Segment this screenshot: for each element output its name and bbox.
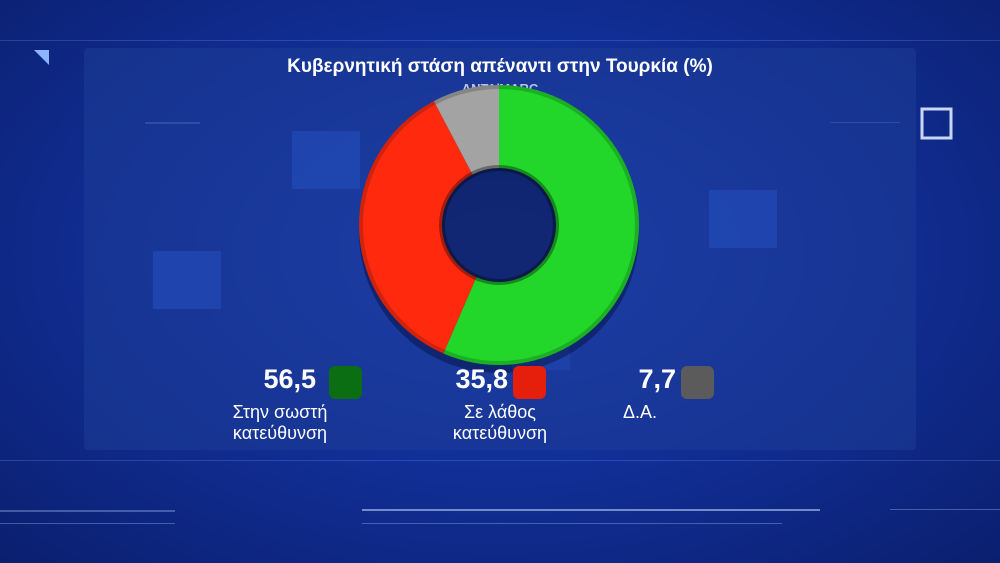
donut-slice	[358, 101, 477, 354]
background-line	[362, 523, 782, 524]
square-outline-icon	[920, 107, 953, 140]
legend-swatch	[681, 366, 714, 399]
background-line	[0, 460, 1000, 461]
value-label: 7,7	[638, 364, 676, 394]
background-line	[362, 509, 820, 511]
donut-slice	[433, 85, 499, 175]
legend-swatch	[513, 366, 546, 399]
category-label: Σε λάθος κατεύθυνση	[452, 402, 548, 443]
donut-hole-edge	[439, 165, 559, 285]
chart-title: Κυβερνητική στάση απέναντι στην Τουρκία …	[287, 56, 713, 77]
legend-swatch	[329, 366, 362, 399]
category-label: Στην σωστή κατεύθυνση	[232, 402, 328, 443]
value-label: 56,5	[263, 364, 316, 394]
background-line	[890, 509, 1000, 510]
value-label: 35,8	[455, 364, 508, 394]
background-line	[0, 523, 175, 524]
donut-rim	[359, 85, 639, 365]
background-line	[0, 40, 1000, 41]
donut-slice	[443, 85, 640, 365]
corner-arrow-icon	[34, 50, 49, 65]
background-line	[0, 510, 175, 512]
category-label: Δ.Α.	[622, 402, 658, 422]
